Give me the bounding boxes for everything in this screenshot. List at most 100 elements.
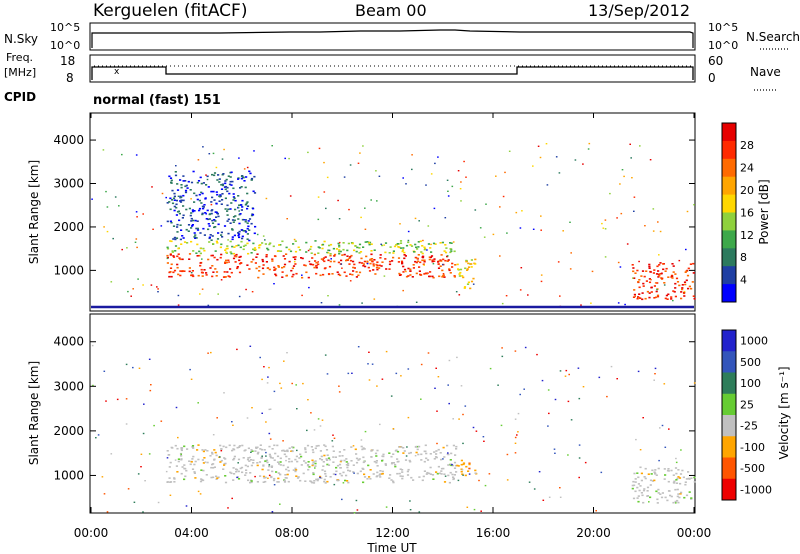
scatter-cell bbox=[321, 243, 325, 246]
scatter-cell bbox=[619, 266, 622, 268]
scatter-cell bbox=[347, 242, 350, 245]
scatter-cell bbox=[416, 260, 420, 263]
scatter-cell bbox=[384, 251, 387, 254]
scatter-cell bbox=[657, 221, 659, 223]
scatter-cell bbox=[194, 477, 197, 479]
scatter-cell bbox=[352, 464, 355, 466]
scatter-cell bbox=[273, 444, 276, 447]
scatter-cell bbox=[200, 469, 203, 471]
scatter-cell bbox=[246, 166, 249, 169]
scatter-cell bbox=[641, 270, 645, 272]
scatter-cell bbox=[458, 418, 460, 420]
scatter-cell bbox=[398, 472, 401, 475]
colorbar-swatch bbox=[722, 372, 736, 395]
scatter-cell bbox=[220, 450, 223, 452]
scatter-cell bbox=[672, 265, 675, 267]
scatter-cell bbox=[302, 382, 304, 385]
scatter-cell bbox=[151, 186, 153, 188]
scatter-cell bbox=[227, 507, 229, 509]
scatter-cell bbox=[372, 269, 375, 271]
scatter-cell bbox=[268, 408, 271, 411]
scatter-cell bbox=[671, 275, 674, 277]
scatter-cell bbox=[540, 280, 543, 283]
scatter-cell bbox=[229, 176, 232, 178]
scatter-cell bbox=[233, 255, 236, 257]
scatter-cell bbox=[472, 283, 475, 285]
scatter-cell bbox=[355, 276, 358, 278]
scatter-cell bbox=[190, 198, 192, 200]
scatter-cell bbox=[250, 459, 253, 461]
scatter-cell bbox=[286, 218, 288, 220]
scatter-cell bbox=[636, 486, 639, 489]
scatter-cell bbox=[185, 184, 188, 187]
scatter-cell bbox=[245, 176, 248, 178]
scatter-cell bbox=[288, 248, 291, 251]
scatter-cell bbox=[174, 245, 178, 247]
scatter-cell bbox=[431, 275, 434, 278]
scatter-cell bbox=[332, 461, 335, 463]
scatter-cell bbox=[395, 372, 398, 375]
scatter-cell bbox=[192, 250, 195, 252]
scatter-cell bbox=[148, 453, 151, 455]
scatter-cell bbox=[436, 442, 438, 445]
scatter-cell bbox=[125, 363, 128, 366]
scatter-cell bbox=[437, 156, 439, 158]
scatter-cell bbox=[673, 291, 676, 293]
scatter-cell bbox=[665, 294, 668, 297]
scatter-cell bbox=[314, 462, 317, 465]
scatter-cell bbox=[381, 472, 384, 475]
scatter-cell bbox=[319, 475, 322, 478]
scatter-cell bbox=[211, 453, 214, 455]
scatter-cell bbox=[352, 471, 355, 473]
scatter-cell bbox=[348, 257, 351, 260]
scatter-cell bbox=[205, 274, 208, 276]
scatter-cell bbox=[664, 297, 667, 300]
freq-left-tick-bottom: 8 bbox=[66, 71, 74, 85]
scatter-cell bbox=[362, 447, 365, 449]
scatter-cell bbox=[676, 281, 680, 283]
scatter-cell bbox=[253, 150, 255, 152]
scatter-cell bbox=[197, 458, 200, 461]
scatter-cell bbox=[294, 258, 297, 261]
scatter-cell bbox=[181, 258, 184, 261]
scatter-cell bbox=[681, 469, 684, 472]
scatter-cell bbox=[227, 218, 230, 221]
scatter-cell bbox=[399, 475, 402, 477]
scatter-cell bbox=[336, 464, 340, 467]
scatter-cell bbox=[101, 476, 104, 478]
scatter-cell bbox=[317, 263, 320, 266]
scatter-cell bbox=[355, 499, 358, 502]
scatter-cell bbox=[469, 287, 472, 290]
scatter-cell bbox=[327, 273, 331, 275]
scatter-cell bbox=[271, 260, 274, 262]
scatter-cell bbox=[247, 225, 250, 228]
scatter-cell bbox=[364, 241, 367, 243]
scatter-cell bbox=[672, 299, 674, 302]
scatter-cell bbox=[148, 358, 151, 360]
scatter-cell bbox=[196, 227, 199, 230]
scatter-cell bbox=[240, 229, 243, 231]
scatter-cell bbox=[91, 344, 94, 347]
scatter-cell bbox=[640, 492, 643, 494]
scatter-cell bbox=[191, 224, 194, 226]
scatter-cell bbox=[495, 175, 497, 177]
scatter-cell bbox=[346, 258, 349, 261]
scatter-cell bbox=[211, 173, 214, 176]
scatter-cell bbox=[224, 182, 227, 185]
scatter-cell bbox=[210, 254, 213, 257]
scatter-cell bbox=[300, 464, 303, 466]
scatter-cell bbox=[617, 302, 620, 304]
scatter-cell bbox=[492, 233, 495, 236]
scatter-cell bbox=[426, 249, 428, 251]
scatter-cell bbox=[211, 265, 214, 267]
scatter-cell bbox=[474, 472, 477, 474]
scatter-cell bbox=[417, 453, 420, 456]
scatter-cell bbox=[653, 471, 656, 473]
scatter-cell bbox=[316, 479, 319, 482]
scatter-cell bbox=[180, 447, 183, 449]
scatter-cell bbox=[245, 472, 248, 474]
scatter-cell bbox=[255, 446, 258, 449]
scatter-cell bbox=[677, 469, 680, 471]
scatter-cell bbox=[181, 270, 184, 273]
scatter-cell bbox=[269, 242, 272, 244]
